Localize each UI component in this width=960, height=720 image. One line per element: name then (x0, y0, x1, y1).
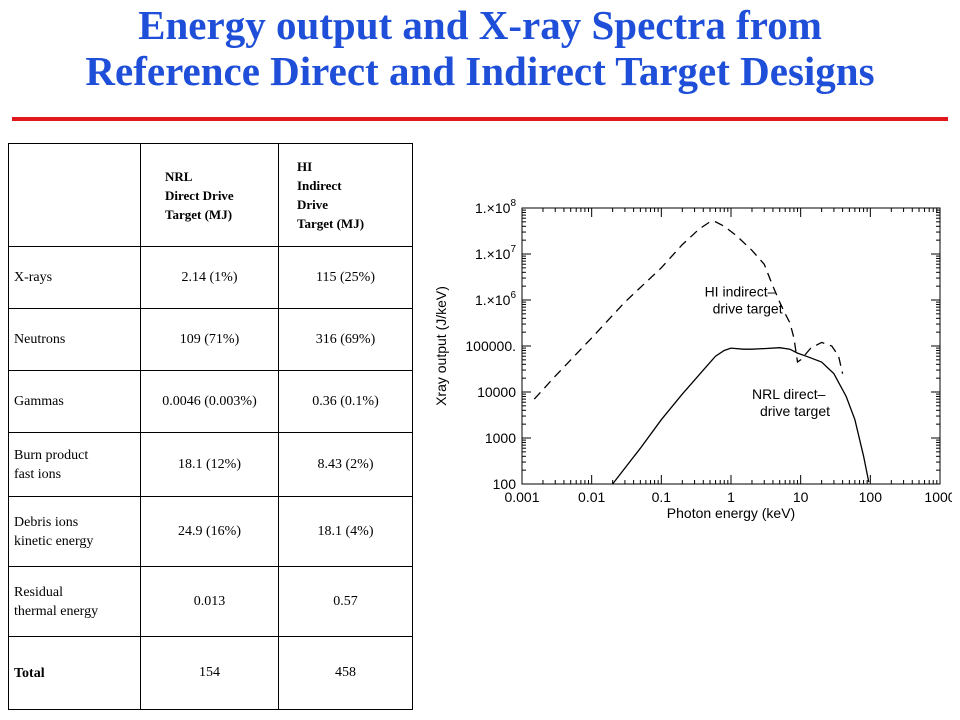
series-label: NRL direct– (752, 386, 826, 402)
y-tick-label: 1000 (485, 430, 516, 446)
table-row: Debris ions kinetic energy 24.9 (16%) 18.… (8, 496, 413, 567)
nrl-direct-series-line (612, 347, 870, 485)
hi-value: 0.57 (278, 566, 413, 637)
hi-value: 458 (278, 636, 413, 710)
y-tick-label: 1.×107 (475, 244, 516, 262)
hi-value: 316 (69%) (278, 308, 413, 371)
nrl-value: 0.013 (140, 566, 279, 637)
row-label: X-rays (8, 246, 141, 309)
table-row: Residual thermal energy 0.013 0.57 (8, 566, 413, 637)
row-label: Neutrons (8, 308, 141, 371)
x-tick-label: 0.1 (652, 489, 672, 505)
nrl-value: 109 (71%) (140, 308, 279, 371)
nrl-value: 154 (140, 636, 279, 710)
hi-value: 8.43 (2%) (278, 432, 413, 497)
page-title: Energy output and X-ray Spectra from Ref… (0, 2, 960, 94)
hi-value: 0.36 (0.1%) (278, 370, 413, 433)
nrl-value: 0.0046 (0.003%) (140, 370, 279, 433)
table-row: Gammas 0.0046 (0.003%) 0.36 (0.1%) (8, 370, 413, 433)
y-axis-label: Xray output (J/keV) (433, 286, 449, 406)
x-tick-label: 10 (793, 489, 809, 505)
y-tick-label: 1.×108 (475, 198, 516, 216)
title-line-2: Reference Direct and Indirect Target Des… (85, 48, 875, 94)
table-row: Neutrons 109 (71%) 316 (69%) (8, 308, 413, 371)
x-axis-label: Photon energy (keV) (667, 505, 795, 521)
table-row-total: Total 154 458 (8, 636, 413, 710)
x-tick-label: 1 (727, 489, 735, 505)
x-tick-label: 1000 (924, 489, 952, 505)
y-tick-label: 10000 (477, 384, 516, 400)
x-tick-label: 0.01 (578, 489, 605, 505)
table-row: X-rays 2.14 (1%) 115 (25%) (8, 246, 413, 309)
table-header-row: NRL Direct Drive Target (MJ) HI Indirect… (8, 143, 413, 247)
series-label: HI indirect– (705, 283, 776, 299)
row-label: Residual thermal energy (8, 566, 141, 637)
row-label: Total (8, 636, 141, 710)
nrl-value: 18.1 (12%) (140, 432, 279, 497)
hi-indirect-series-line (533, 221, 844, 400)
y-tick-label: 100 (493, 476, 517, 492)
row-label: Debris ions kinetic energy (8, 496, 141, 567)
header-hi: HI Indirect Drive Target (MJ) (278, 143, 413, 247)
table-row: Burn product fast ions 18.1 (12%) 8.43 (2… (8, 432, 413, 497)
row-label: Gammas (8, 370, 141, 433)
series-label: drive target (760, 403, 830, 419)
nrl-value: 2.14 (1%) (140, 246, 279, 309)
header-empty-cell (8, 143, 141, 247)
x-tick-label: 100 (859, 489, 883, 505)
nrl-value: 24.9 (16%) (140, 496, 279, 567)
hi-value: 115 (25%) (278, 246, 413, 309)
header-nrl: NRL Direct Drive Target (MJ) (140, 143, 279, 247)
title-line-1: Energy output and X-ray Spectra from (138, 2, 822, 48)
xray-spectrum-chart: 0.001 0.01 0.1 1 10 100 1000 100 1000 10000 100000… (433, 198, 952, 521)
x-tick-label: 0.001 (504, 489, 539, 505)
plot-frame (521, 207, 941, 485)
title-divider (12, 117, 948, 121)
row-label: Burn product fast ions (8, 432, 141, 497)
y-tick-label: 1.×106 (475, 290, 516, 308)
y-tick-label: 100000. (465, 338, 516, 354)
series-label: drive target (713, 300, 783, 316)
energy-output-table: NRL Direct Drive Target (MJ) HI Indirect… (8, 143, 413, 710)
hi-value: 18.1 (4%) (278, 496, 413, 567)
